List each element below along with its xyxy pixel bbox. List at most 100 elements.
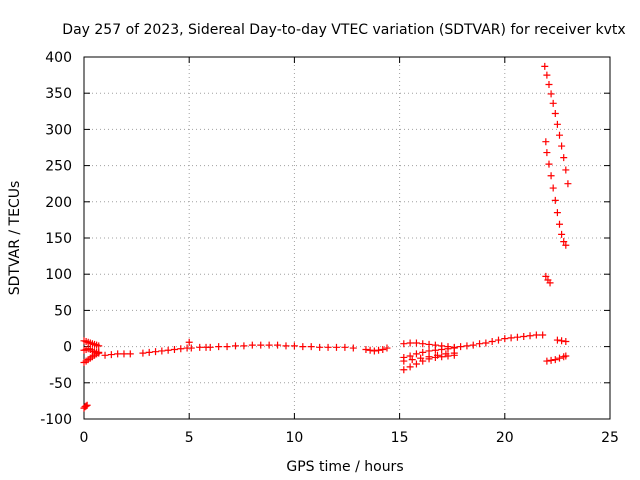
data-point bbox=[476, 340, 484, 348]
data-point bbox=[177, 345, 185, 353]
data-point bbox=[546, 279, 554, 287]
y-tick-label: 50 bbox=[54, 303, 72, 319]
data-point bbox=[542, 272, 550, 280]
data-point bbox=[400, 357, 408, 365]
y-tick-label: 400 bbox=[45, 50, 72, 66]
data-point bbox=[406, 352, 414, 360]
series-late-tail-neg bbox=[543, 352, 570, 365]
data-point bbox=[406, 339, 414, 347]
data-point bbox=[545, 160, 553, 168]
data-point bbox=[560, 238, 568, 246]
data-point bbox=[114, 350, 122, 358]
data-point bbox=[553, 120, 561, 128]
data-point bbox=[419, 340, 427, 348]
data-point bbox=[332, 343, 340, 351]
data-point bbox=[463, 342, 471, 350]
data-point bbox=[556, 354, 564, 362]
data-point bbox=[520, 332, 528, 340]
data-point bbox=[231, 342, 239, 350]
data-point bbox=[406, 363, 414, 371]
data-point bbox=[532, 331, 540, 339]
data-point bbox=[379, 345, 387, 353]
series-mid-dip bbox=[362, 344, 391, 355]
x-tick-label: 0 bbox=[80, 430, 89, 446]
y-tick-label: 150 bbox=[45, 231, 72, 247]
data-point bbox=[324, 343, 332, 351]
data-point bbox=[299, 343, 307, 351]
data-point bbox=[139, 349, 147, 357]
data-point bbox=[551, 196, 559, 204]
y-tick-label: 350 bbox=[45, 86, 72, 102]
data-point bbox=[556, 131, 564, 139]
data-point bbox=[562, 338, 570, 346]
data-point bbox=[549, 184, 557, 192]
series-early-mid bbox=[80, 345, 103, 357]
data-point bbox=[107, 351, 115, 359]
data-point bbox=[187, 344, 195, 352]
data-point bbox=[240, 342, 248, 350]
data-point bbox=[349, 344, 357, 352]
data-point bbox=[542, 138, 550, 146]
data-point bbox=[562, 352, 570, 360]
data-point bbox=[558, 230, 566, 238]
data-point bbox=[412, 360, 420, 368]
y-tick-label: 100 bbox=[45, 267, 72, 283]
data-point bbox=[556, 220, 564, 228]
x-tick-label: 20 bbox=[496, 430, 514, 446]
data-point bbox=[551, 109, 559, 117]
series-late-small bbox=[542, 272, 554, 287]
y-tick-label: 300 bbox=[45, 122, 72, 138]
data-point bbox=[400, 366, 408, 374]
data-point bbox=[257, 341, 265, 349]
series-early-neg bbox=[80, 401, 91, 412]
data-point bbox=[126, 350, 134, 358]
data-point bbox=[412, 350, 420, 358]
grid-lines bbox=[84, 57, 610, 419]
data-point bbox=[541, 62, 549, 70]
data-point bbox=[442, 350, 450, 358]
y-tick-label: 0 bbox=[63, 340, 72, 356]
data-point bbox=[425, 340, 433, 348]
data-point bbox=[158, 347, 166, 355]
data-point bbox=[545, 81, 553, 89]
y-tick-label: 200 bbox=[45, 195, 72, 211]
data-point bbox=[412, 339, 420, 347]
x-tick-label: 10 bbox=[285, 430, 303, 446]
data-point bbox=[164, 346, 172, 354]
data-point bbox=[341, 343, 349, 351]
data-point bbox=[370, 347, 378, 355]
data-point bbox=[526, 332, 534, 340]
series-afternoon-low2 bbox=[400, 349, 458, 365]
data-point bbox=[95, 349, 103, 357]
data-point bbox=[290, 342, 298, 350]
data-point bbox=[206, 343, 214, 351]
data-point bbox=[82, 402, 90, 410]
data-point bbox=[362, 345, 370, 353]
data-point bbox=[307, 343, 315, 351]
y-tick-label: -50 bbox=[49, 376, 72, 392]
data-point bbox=[274, 341, 282, 349]
axis-ticks: 0 5 10 15 20 25 -100 -50 0 50 100 150 200 250 300 350 40… bbox=[40, 50, 619, 446]
data-point bbox=[215, 343, 223, 351]
x-tick-label: 5 bbox=[185, 430, 194, 446]
data-point bbox=[433, 351, 441, 359]
series-afternoon-top bbox=[400, 331, 547, 351]
data-point bbox=[501, 335, 509, 343]
data-point bbox=[425, 353, 433, 361]
data-point bbox=[145, 348, 153, 356]
y-axis-label: SDTVAR / TECUs bbox=[7, 181, 23, 296]
data-point bbox=[95, 342, 103, 350]
data-point bbox=[366, 346, 374, 354]
data-point bbox=[457, 343, 465, 351]
data-point bbox=[482, 339, 490, 347]
data-point bbox=[316, 343, 324, 351]
data-point bbox=[558, 142, 566, 150]
series-late-spike-b bbox=[542, 138, 570, 249]
x-tick-label: 15 bbox=[391, 430, 409, 446]
data-point bbox=[539, 331, 547, 339]
series-main-arc bbox=[101, 338, 357, 359]
data-points bbox=[80, 62, 572, 412]
data-point bbox=[488, 338, 496, 346]
data-point bbox=[547, 356, 555, 364]
data-point bbox=[560, 154, 568, 162]
